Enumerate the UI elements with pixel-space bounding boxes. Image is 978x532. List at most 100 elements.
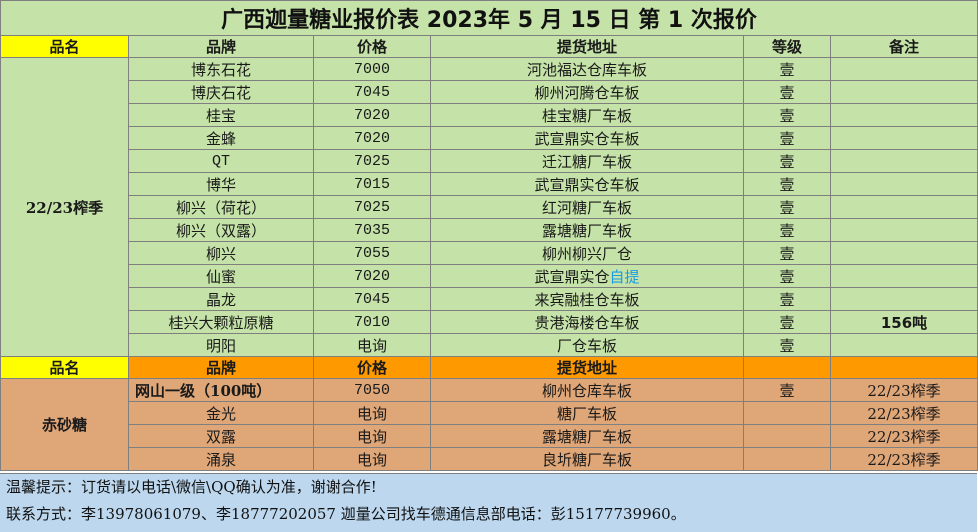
address-cell: 红河糖厂车板 (430, 195, 744, 219)
address-cell: 露塘糖厂车板 (430, 424, 744, 448)
address-cell: 贵港海楼仓车板 (430, 310, 744, 334)
note-cell-quantity: 156吨 (829, 310, 978, 334)
note-cell: 22/23榨季 (829, 401, 978, 425)
price-cell: 电询 (313, 401, 431, 425)
price-cell: 7020 (313, 264, 431, 288)
brand-cell: 柳兴（荷花） (128, 195, 314, 219)
header2-product: 品名 (0, 356, 129, 379)
price-cell: 电询 (313, 424, 431, 448)
brand-cell: 柳兴 (128, 241, 314, 265)
header-price: 价格 (313, 35, 431, 58)
brand-cell: 网山一级（100吨） (128, 378, 314, 402)
price-cell: 7015 (313, 172, 431, 196)
grade-cell: 壹 (743, 310, 831, 334)
table-row: 金蜂 7020 武宣鼎实仓车板 壹 (1, 126, 978, 150)
table-row: 柳兴 7055 柳州柳兴厂仓 壹 (1, 241, 978, 265)
header-note: 备注 (829, 35, 978, 58)
table-row: 金光 电询 糖厂车板 22/23榨季 (1, 401, 978, 425)
category-cell-brown-sugar: 赤砂糖 (0, 378, 129, 471)
price-cell: 7010 (313, 310, 431, 334)
header2-note (829, 356, 978, 379)
note-cell (829, 80, 978, 104)
address-cell: 柳州仓库车板 (430, 378, 744, 402)
price-cell: 7025 (313, 195, 431, 219)
grade-cell: 壹 (743, 378, 831, 402)
table-row: 涌泉 电询 良圻糖厂车板 22/23榨季 (1, 447, 978, 471)
table-row: 晶龙 7045 来宾融桂仓车板 壹 (1, 287, 978, 311)
price-cell: 7055 (313, 241, 431, 265)
price-table: 广西迦量糖业报价表 2023年 5 月 15 日 第 1 次报价 品名 品牌 价… (0, 0, 978, 471)
table-row: 桂宝 7020 桂宝糖厂车板 壹 (1, 103, 978, 127)
address-cell: 武宣鼎实仓自提 (430, 264, 744, 288)
address-cell: 柳州河腾仓车板 (430, 80, 744, 104)
brand-cell: 晶龙 (128, 287, 314, 311)
price-cell: 7025 (313, 149, 431, 173)
brand-cell: 桂宝 (128, 103, 314, 127)
note-cell (829, 103, 978, 127)
grade-cell: 壹 (743, 103, 831, 127)
header2-price: 价格 (313, 356, 431, 379)
address-cell: 厂仓车板 (430, 333, 744, 357)
address-cell: 武宣鼎实仓车板 (430, 172, 744, 196)
brand-cell: 涌泉 (128, 447, 314, 471)
title-row: 广西迦量糖业报价表 2023年 5 月 15 日 第 1 次报价 (0, 0, 978, 36)
grade-cell (743, 447, 831, 471)
note-cell (829, 172, 978, 196)
category-cell-sugar-season: 22/23榨季 (0, 57, 129, 357)
grade-cell (743, 424, 831, 448)
grade-cell: 壹 (743, 264, 831, 288)
grade-cell: 壹 (743, 218, 831, 242)
address-cell: 迁江糖厂车板 (430, 149, 744, 173)
page-title: 广西迦量糖业报价表 2023年 5 月 15 日 第 1 次报价 (0, 0, 978, 36)
address-cell: 来宾融桂仓车板 (430, 287, 744, 311)
note-cell (829, 218, 978, 242)
table-row: 赤砂糖 网山一级（100吨） 7050 柳州仓库车板 壹 22/23榨季 (0, 378, 978, 471)
header2-address: 提货地址 (430, 356, 744, 379)
table-row: 22/23榨季 博东石花 7000 河池福达仓库车板 壹 (0, 57, 978, 357)
note-cell (829, 287, 978, 311)
table-row: 明阳 电询 厂仓车板 壹 (1, 333, 978, 357)
address-cell: 糖厂车板 (430, 401, 744, 425)
table-row: 双露 电询 露塘糖厂车板 22/23榨季 (1, 424, 978, 448)
address-cell: 武宣鼎实仓车板 (430, 126, 744, 150)
address-cell: 柳州柳兴厂仓 (430, 241, 744, 265)
grade-cell: 壹 (743, 241, 831, 265)
footer-contact: 联系方式：李13978061079、李18777202057 迦量公司找车德通信… (6, 505, 686, 523)
header-product: 品名 (0, 35, 129, 58)
price-cell: 电询 (313, 447, 431, 471)
price-cell: 7050 (313, 378, 431, 402)
header-row: 品名 品牌 价格 提货地址 等级 备注 (0, 35, 978, 58)
address-cell: 良圻糖厂车板 (430, 447, 744, 471)
header2-brand: 品牌 (128, 356, 314, 379)
note-cell (829, 126, 978, 150)
header-grade: 等级 (743, 35, 831, 58)
note-cell: 22/23榨季 (829, 424, 978, 448)
table-row: 仙蜜 7020 武宣鼎实仓自提 壹 (1, 264, 978, 288)
brand-cell: 双露 (128, 424, 314, 448)
price-cell: 7000 (313, 57, 431, 81)
grade-cell: 壹 (743, 195, 831, 219)
address-cell: 露塘糖厂车板 (430, 218, 744, 242)
grade-cell (743, 401, 831, 425)
price-cell: 7020 (313, 103, 431, 127)
grade-cell: 壹 (743, 57, 831, 81)
grade-cell: 壹 (743, 333, 831, 357)
grade-cell: 壹 (743, 172, 831, 196)
address-text: 武宣鼎实仓 (534, 267, 610, 286)
note-cell: 22/23榨季 (829, 378, 978, 402)
grade-cell: 壹 (743, 126, 831, 150)
table-row: 柳兴（荷花） 7025 红河糖厂车板 壹 (1, 195, 978, 219)
brand-cell: 博东石花 (128, 57, 314, 81)
grade-cell: 壹 (743, 80, 831, 104)
address-cell: 河池福达仓库车板 (430, 57, 744, 81)
table-row: 柳兴（双露） 7035 露塘糖厂车板 壹 (1, 218, 978, 242)
brand-cell: 柳兴（双露） (128, 218, 314, 242)
table-row: 博华 7015 武宣鼎实仓车板 壹 (1, 172, 978, 196)
brand-cell: 博庆石花 (128, 80, 314, 104)
table-row: 桂兴大颗粒原糖 7010 贵港海楼仓车板 壹 156吨 (1, 310, 978, 334)
self-pickup-text: 自提 (609, 267, 640, 286)
brand-cell: 明阳 (128, 333, 314, 357)
note-cell (829, 195, 978, 219)
note-cell (829, 241, 978, 265)
